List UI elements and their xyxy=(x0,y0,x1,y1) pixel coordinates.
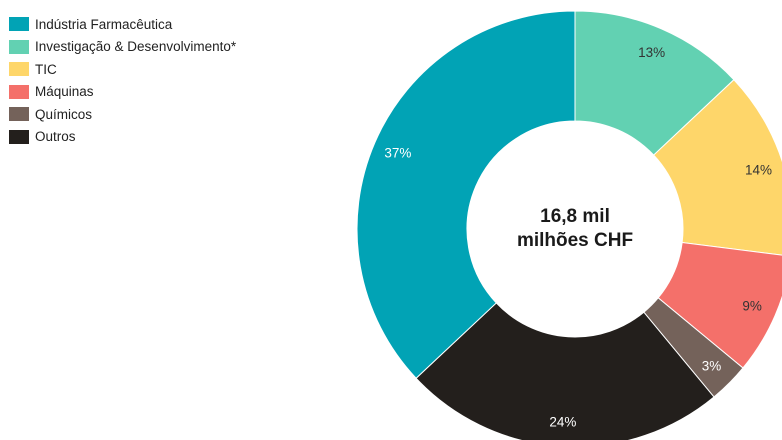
slice-percent-label-2: 9% xyxy=(742,299,762,314)
legend-swatch xyxy=(9,62,29,76)
legend-item-pharma: Indústria Farmacêutica xyxy=(9,15,236,33)
legend-label: Indústria Farmacêutica xyxy=(35,16,173,32)
slice-percent-label-4: 24% xyxy=(549,415,576,430)
legend-label: Outros xyxy=(35,129,76,144)
legend-label: TIC xyxy=(35,61,57,77)
donut-slices xyxy=(356,10,782,440)
legend-label: Investigação & Desenvolvimento* xyxy=(35,39,237,54)
legend-swatch xyxy=(9,39,29,54)
legend-swatch xyxy=(9,129,29,144)
legend-item-chemicals: Químicos xyxy=(9,105,236,123)
center-total-line-2: milhões CHF xyxy=(517,230,633,251)
legend-swatch xyxy=(9,17,29,31)
legend-swatch xyxy=(9,84,29,99)
chart-legend: Indústria Farmacêutica Investigação & De… xyxy=(9,15,236,146)
slice-percent-label-3: 3% xyxy=(702,358,722,373)
donut-percent-labels: 13% 14% 9% 3% 24% 37% xyxy=(384,45,772,430)
legend-label: Máquinas xyxy=(35,84,94,99)
legend-item-research: Investigação & Desenvolvimento* xyxy=(9,38,236,56)
legend-item-machines: Máquinas xyxy=(9,83,236,101)
center-total-line-1: 16,8 mil xyxy=(540,206,610,227)
slice-percent-label-0: 13% xyxy=(638,45,665,60)
legend-label: Químicos xyxy=(35,106,93,122)
slice-percent-label-5: 37% xyxy=(384,145,411,160)
legend-swatch xyxy=(9,107,29,121)
donut-hole xyxy=(467,121,683,337)
legend-item-tic: TIC xyxy=(9,60,236,78)
slice-percent-label-1: 14% xyxy=(745,162,772,177)
legend-item-others: Outros xyxy=(9,128,236,146)
